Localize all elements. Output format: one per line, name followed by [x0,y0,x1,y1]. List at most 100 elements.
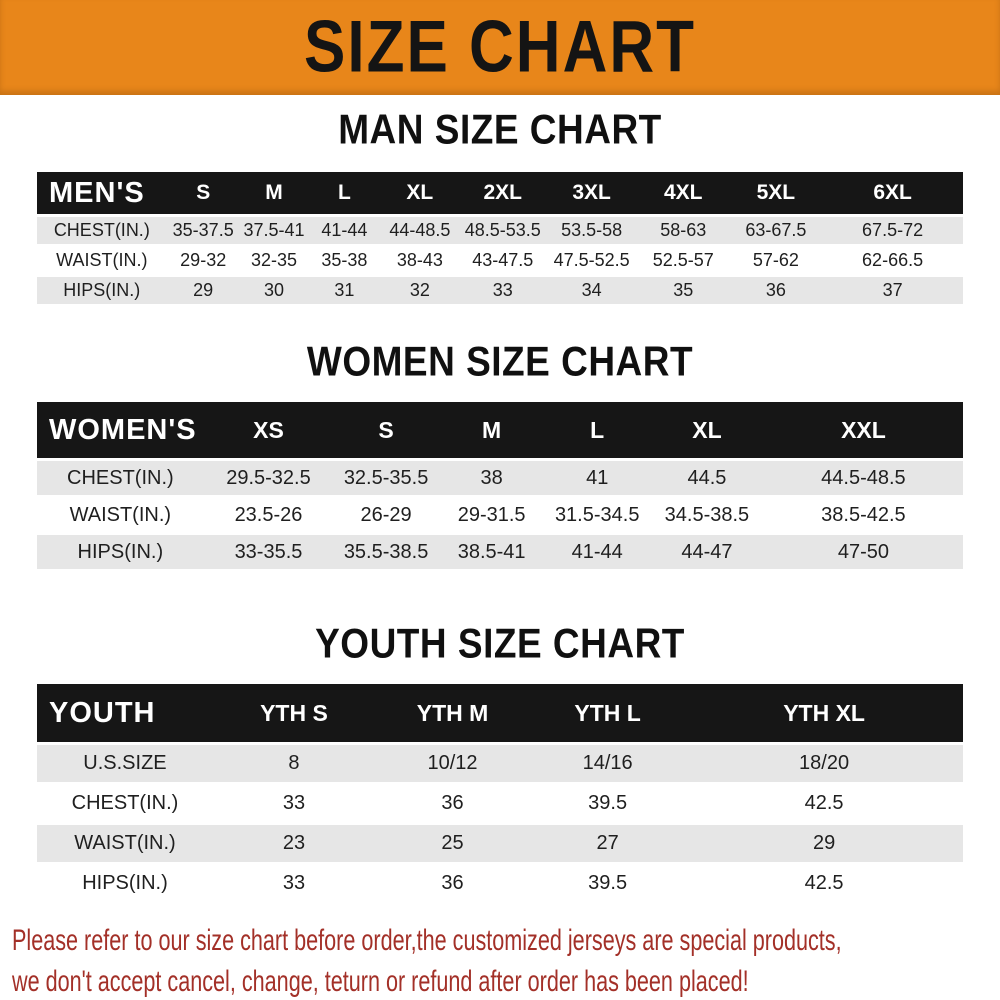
youth-size-chart-heading: YOUTH SIZE CHART [315,620,685,667]
column-header: 6XL [822,172,963,214]
size-value-cell: 34 [546,274,637,304]
size-value-cell: 44-47 [649,532,764,569]
size-value-cell: 18/20 [685,742,963,782]
row-label: U.S.SIZE [37,742,213,782]
row-label: CHEST(IN.) [37,458,204,495]
size-value-cell: 35 [636,274,730,304]
size-value-cell: 57-62 [729,244,823,274]
size-value-cell: 44.5 [649,458,764,495]
size-value-cell: 36 [729,274,823,304]
column-header: S [333,402,439,458]
size-value-cell: 38.5-41 [438,532,545,569]
size-value-cell: 38.5-42.5 [763,495,963,532]
youth-size-chart-section: YOUTH SIZE CHART YOUTH YTH S YTH M YTH L… [0,620,1000,902]
size-value-cell: 39.5 [530,782,686,822]
womens-group-label: WOMEN'S [37,402,204,458]
size-value-cell: 10/12 [374,742,531,782]
size-value-cell: 47-50 [763,532,963,569]
size-value-cell: 27 [530,822,686,862]
size-value-cell: 42.5 [685,862,963,902]
row-label: WAIST(IN.) [37,495,204,532]
column-header: M [438,402,545,458]
size-value-cell: 29 [166,274,240,304]
row-label: WAIST(IN.) [37,822,213,862]
size-value-cell: 29 [685,822,963,862]
column-header: YTH XL [685,684,963,742]
row-label: CHEST(IN.) [37,782,213,822]
womens-hips-row: HIPS(IN.) 33-35.5 35.5-38.5 38.5-41 41-4… [37,532,963,569]
size-value-cell: 38 [438,458,545,495]
disclaimer-note: Please refer to our size chart before or… [12,920,1000,1000]
size-value-cell: 36 [374,862,531,902]
size-value-cell: 29.5-32.5 [203,458,334,495]
size-value-cell: 32.5-35.5 [333,458,439,495]
size-value-cell: 35-37.5 [166,214,240,244]
size-value-cell: 34.5-38.5 [649,495,764,532]
column-header: XL [380,172,460,214]
mens-hips-row: HIPS(IN.) 29 30 31 32 33 34 35 36 37 [37,274,963,304]
size-value-cell: 42.5 [685,782,963,822]
womens-header-row: WOMEN'S XS S M L XL XXL [37,402,963,458]
mens-group-label: MEN'S [37,172,167,214]
size-value-cell: 35-38 [308,244,381,274]
size-value-cell: 41-44 [544,532,650,569]
size-value-cell: 14/16 [530,742,686,782]
size-value-cell: 23.5-26 [203,495,334,532]
size-value-cell: 31.5-34.5 [544,495,650,532]
mens-waist-row: WAIST(IN.) 29-32 32-35 35-38 38-43 43-47… [37,244,963,274]
womens-size-table: WOMEN'S XS S M L XL XXL CHEST(IN.) 29.5-… [37,402,963,569]
size-value-cell: 33 [459,274,547,304]
youth-chest-row: CHEST(IN.) 33 36 39.5 42.5 [37,782,963,822]
womens-waist-row: WAIST(IN.) 23.5-26 26-29 29-31.5 31.5-34… [37,495,963,532]
column-header: S [166,172,240,214]
size-value-cell: 36 [374,782,531,822]
size-value-cell: 41 [544,458,650,495]
size-value-cell: 30 [239,274,309,304]
size-value-cell: 63-67.5 [729,214,823,244]
disclaimer-line-2: we don't accept cancel, change, teturn o… [12,965,749,998]
size-value-cell: 62-66.5 [822,244,963,274]
size-value-cell: 39.5 [530,862,686,902]
womens-chest-row: CHEST(IN.) 29.5-32.5 32.5-35.5 38 41 44.… [37,458,963,495]
column-header: L [544,402,650,458]
youth-ussize-row: U.S.SIZE 8 10/12 14/16 18/20 [37,742,963,782]
column-header: M [239,172,309,214]
size-value-cell: 37 [822,274,963,304]
size-value-cell: 33-35.5 [203,532,334,569]
mens-chest-row: CHEST(IN.) 35-37.5 37.5-41 41-44 44-48.5… [37,214,963,244]
youth-group-label: YOUTH [37,684,213,742]
size-value-cell: 33 [212,862,375,902]
column-header: XS [203,402,334,458]
youth-hips-row: HIPS(IN.) 33 36 39.5 42.5 [37,862,963,902]
man-size-chart-section: MAN SIZE CHART MEN'S S M L XL 2XL 3XL 4X… [0,106,1000,304]
size-value-cell: 29-32 [166,244,240,274]
disclaimer-line-1: Please refer to our size chart before or… [12,924,842,957]
size-value-cell: 43-47.5 [459,244,547,274]
size-value-cell: 32 [380,274,460,304]
size-value-cell: 53.5-58 [546,214,637,244]
man-size-chart-heading: MAN SIZE CHART [338,106,662,153]
size-value-cell: 38-43 [380,244,460,274]
size-value-cell: 48.5-53.5 [459,214,547,244]
column-header: L [308,172,381,214]
size-value-cell: 44.5-48.5 [763,458,963,495]
row-label: HIPS(IN.) [37,862,213,902]
mens-header-row: MEN'S S M L XL 2XL 3XL 4XL 5XL 6XL [37,172,963,214]
mens-size-table: MEN'S S M L XL 2XL 3XL 4XL 5XL 6XL CHEST… [37,172,963,304]
size-value-cell: 58-63 [636,214,730,244]
size-value-cell: 41-44 [308,214,381,244]
size-value-cell: 29-31.5 [438,495,545,532]
size-value-cell: 47.5-52.5 [546,244,637,274]
size-value-cell: 31 [308,274,381,304]
youth-waist-row: WAIST(IN.) 23 25 27 29 [37,822,963,862]
row-label: CHEST(IN.) [37,214,167,244]
youth-size-table: YOUTH YTH S YTH M YTH L YTH XL U.S.SIZE … [37,684,963,902]
column-header: XL [649,402,764,458]
column-header: YTH M [374,684,531,742]
youth-header-row: YOUTH YTH S YTH M YTH L YTH XL [37,684,963,742]
column-header: YTH L [530,684,686,742]
column-header: 2XL [459,172,547,214]
size-chart-title: SIZE CHART [304,6,696,89]
size-value-cell: 67.5-72 [822,214,963,244]
size-value-cell: 8 [212,742,375,782]
